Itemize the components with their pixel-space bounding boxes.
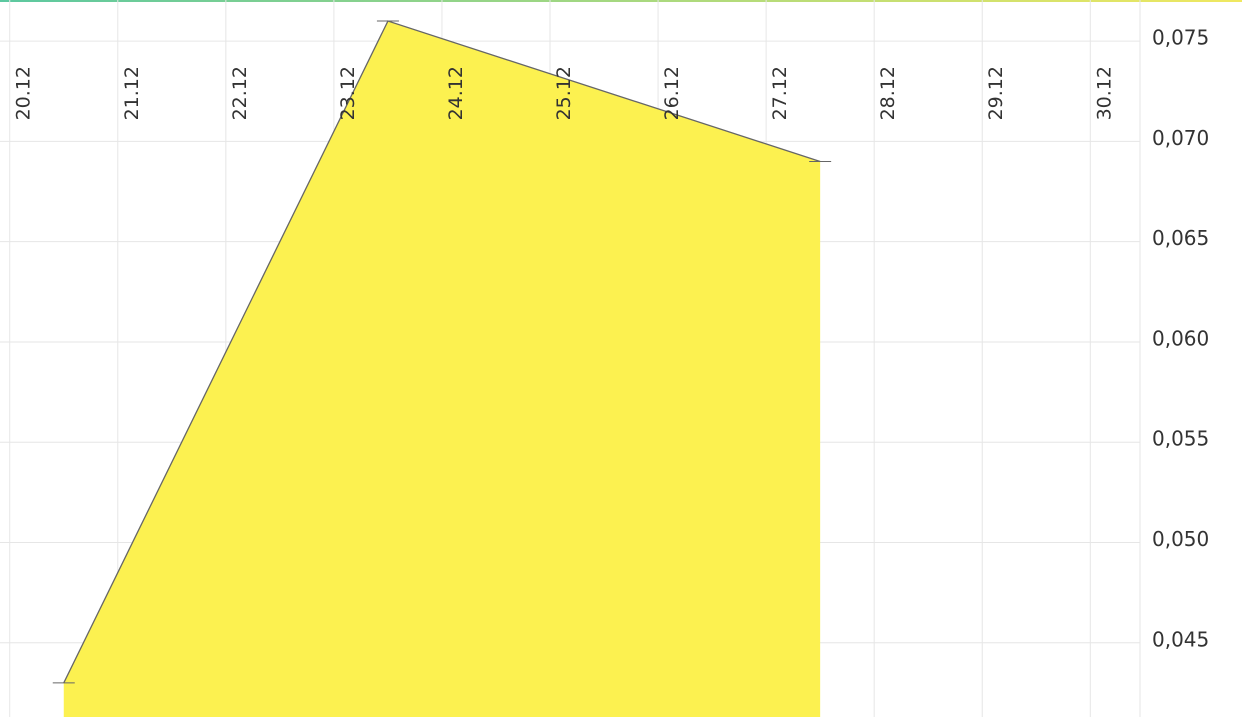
y-tick-label: 0,070	[1152, 126, 1209, 150]
x-tick-label: 21.12	[121, 66, 143, 120]
x-tick-label: 28.12	[877, 66, 899, 120]
x-tick-label: 20.12	[13, 66, 35, 120]
x-tick-label: 29.12	[985, 66, 1007, 120]
y-tick-label: 0,065	[1152, 226, 1209, 250]
x-tick-label: 25.12	[553, 66, 575, 120]
x-tick-label: 22.12	[229, 66, 251, 120]
y-tick-label: 0,055	[1152, 427, 1209, 451]
x-tick-label: 24.12	[445, 66, 467, 120]
x-tick-label: 30.12	[1093, 66, 1115, 120]
y-tick-label: 0,050	[1152, 527, 1209, 551]
y-tick-label: 0,045	[1152, 627, 1209, 651]
y-tick-label: 0,075	[1152, 26, 1209, 50]
x-tick-label: 27.12	[769, 66, 791, 120]
x-tick-label: 23.12	[337, 66, 359, 120]
y-tick-label: 0,060	[1152, 326, 1209, 350]
top-border	[0, 0, 1242, 2]
x-tick-label: 26.12	[661, 66, 683, 120]
area	[63, 21, 821, 717]
